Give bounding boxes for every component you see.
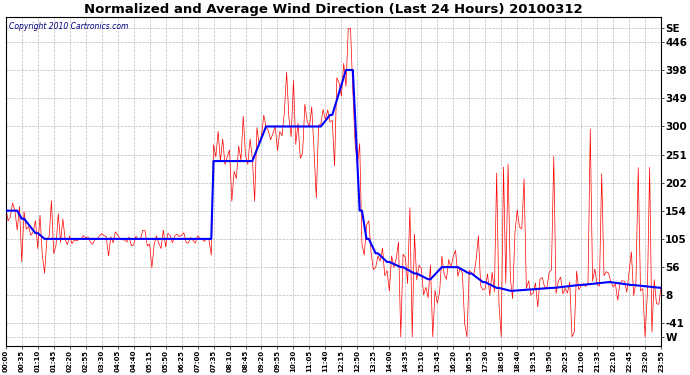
Title: Normalized and Average Wind Direction (Last 24 Hours) 20100312: Normalized and Average Wind Direction (L… xyxy=(84,3,583,16)
Text: Copyright 2010 Cartronics.com: Copyright 2010 Cartronics.com xyxy=(9,22,128,31)
